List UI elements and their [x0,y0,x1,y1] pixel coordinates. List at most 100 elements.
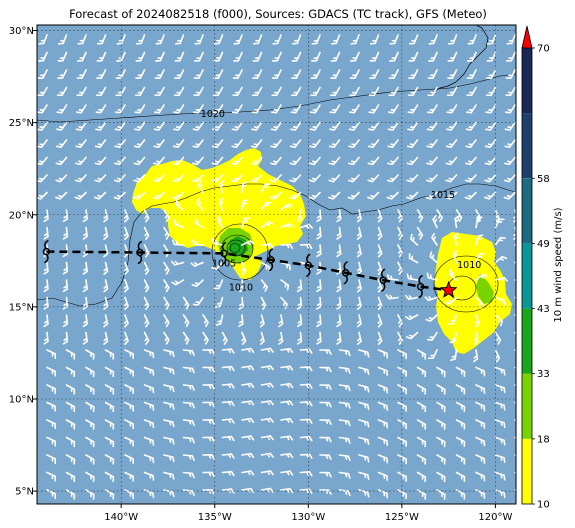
wind-barb [436,209,444,223]
wind-barb [280,470,294,476]
wind-barb [85,366,95,378]
wind-barb [231,139,243,149]
wind-barb [475,401,486,412]
colorbar-segment [522,178,532,244]
wind-barb [212,86,224,97]
isobar-label: 1010 [457,260,481,271]
wind-barb [377,296,383,311]
wind-barb [358,366,370,375]
wind-barb [397,401,407,412]
wind-core-west-inner [228,236,248,256]
wind-barb [328,156,341,166]
wind-barb [319,349,332,355]
wind-barb [251,121,263,131]
wind-barb [241,347,255,354]
wind-barb [475,436,486,447]
wind-barb [467,51,477,62]
wind-barb [397,349,407,360]
wind-barb [445,156,458,166]
wind-barb [123,331,129,346]
track-line [46,250,449,292]
wind-barb [238,314,244,328]
wind-barb [506,34,516,45]
wind-barb [232,86,243,97]
wind-barb [377,331,383,346]
wind-barb [475,419,486,429]
wind-barb [316,331,322,345]
wind-barb [135,69,146,79]
wind-barb [377,244,383,258]
wind-barb [171,279,185,286]
wind-barb [77,51,87,62]
wind-barb [43,261,49,275]
wind-barb [299,418,313,424]
wind-barb [336,226,342,240]
wind-barb [232,69,243,79]
wind-barb [241,435,255,441]
wind-barb [466,69,477,79]
wind-barb [56,86,68,97]
wind-barb [175,199,185,211]
wind-barb [369,69,380,79]
wind-barb [260,296,267,310]
wind-barb [289,174,302,183]
wind-barb [290,86,302,97]
wind-barb [94,139,107,149]
wind-barb [143,331,150,345]
wind-barb [407,121,419,131]
wind-barb [358,454,370,463]
wind-barb [37,191,48,200]
wind-barb [505,86,516,97]
y-tick-label: 25°N [9,118,34,129]
wind-barb [416,384,427,395]
wind-barb [348,104,360,114]
wind-barb [338,436,351,444]
wind-barb [432,215,438,229]
wind-barb [453,232,459,246]
wind-barb [202,419,215,425]
wind-barb [211,139,224,149]
wind-barb [163,349,175,358]
wind-barb [397,331,404,345]
wind-barb [213,69,224,79]
wind-barb [218,197,224,211]
wind-barb [271,86,282,97]
wind-barb [241,198,249,211]
wind-barb [197,180,204,194]
wind-barb [163,279,170,293]
wind-barb [43,209,49,223]
wind-barb [143,244,150,258]
wind-barb [134,86,146,97]
wind-barb [104,489,115,500]
wind-barb [82,279,89,293]
wind-barb [416,436,427,448]
wind-barb [82,296,89,310]
wind-barb [191,239,204,246]
wind-barb [296,209,303,223]
wind-barb [55,191,68,200]
wind-barb [260,400,274,406]
wind-barb [349,86,360,97]
wind-barb [494,331,502,345]
wind-barb [153,121,165,131]
wind-barb [484,191,497,200]
wind-barb [104,384,115,395]
wind-barb [213,34,224,45]
wind-barb [368,104,380,114]
wind-barb [475,471,486,482]
wind-barb [104,436,115,448]
wind-barb [62,331,69,345]
wind-barb [503,191,516,200]
wind-barb [367,156,380,166]
wind-barb [94,156,107,166]
y-tick-label: 30°N [9,26,34,37]
wind-barb [143,279,150,293]
wind-barb [436,454,446,465]
wind-barb [163,384,175,393]
wind-barb [426,121,438,131]
wind-barb [192,156,204,166]
wind-barb [37,69,48,79]
wind-barb [114,121,126,131]
wind-barb [241,452,255,459]
wind-barb [143,261,150,275]
